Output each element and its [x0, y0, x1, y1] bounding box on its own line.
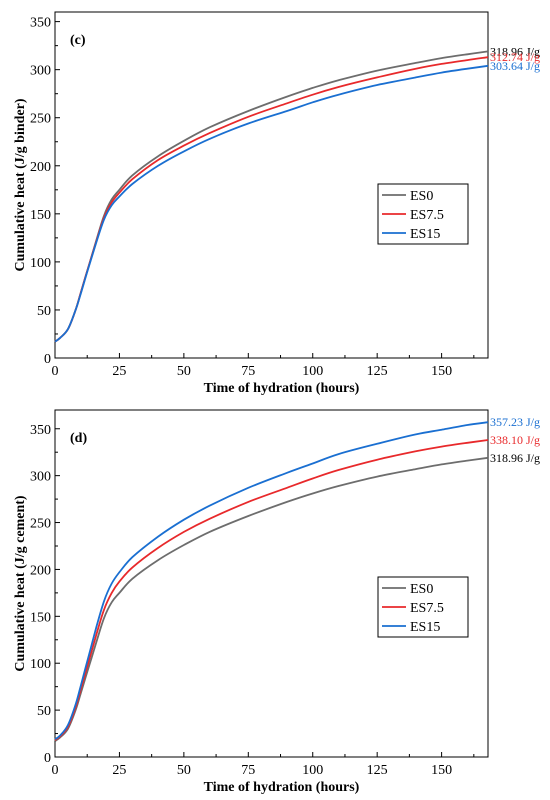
y-tick-label: 0	[44, 352, 51, 367]
y-tick-label: 250	[30, 517, 51, 532]
x-tick-label: 0	[52, 364, 59, 379]
panel-label: (d)	[70, 431, 87, 446]
x-tick-label: 100	[302, 364, 323, 379]
y-tick-label: 300	[30, 64, 51, 79]
y-tick-label: 50	[37, 304, 51, 319]
end-value-label: 338.10 J/g	[490, 433, 540, 447]
x-tick-label: 150	[431, 364, 452, 379]
legend-entry: ES0	[410, 189, 433, 204]
y-axis-title: Cumulative heat (J/g cement)	[13, 495, 28, 671]
end-value-label: 357.23 J/g	[490, 415, 540, 429]
end-value-label: 303.64 J/g	[490, 59, 540, 73]
x-tick-label: 100	[302, 763, 323, 778]
y-tick-label: 300	[30, 470, 51, 485]
y-tick-label: 0	[44, 751, 51, 766]
series-line-es15	[54, 421, 489, 740]
series-line-es15	[54, 64, 489, 343]
y-tick-label: 200	[30, 160, 51, 175]
y-tick-label: 350	[30, 423, 51, 438]
y-tick-label: 50	[37, 704, 51, 719]
x-tick-label: 25	[112, 364, 126, 379]
x-tick-label: 50	[177, 763, 191, 778]
y-tick-label: 250	[30, 112, 51, 127]
legend-entry: ES7.5	[410, 208, 444, 223]
x-tick-label: 125	[367, 364, 388, 379]
end-value-label: 318.96 J/g	[490, 451, 540, 465]
x-tick-label: 150	[431, 763, 452, 778]
x-tick-label: 50	[177, 364, 191, 379]
end-value-label: 318.96 J/g	[490, 44, 540, 58]
y-tick-label: 200	[30, 563, 51, 578]
panel-label: (c)	[70, 33, 86, 48]
x-axis-title: Time of hydration (hours)	[204, 780, 360, 795]
legend-entry: ES0	[410, 582, 433, 597]
end-value-label: 312.74 J/g	[490, 50, 540, 64]
plot-frame	[54, 11, 489, 359]
y-axis-title: Cumulative heat (J/g binder)	[13, 98, 28, 271]
x-tick-label: 75	[241, 763, 255, 778]
chart-panel-1: 0 25 50 75 100 125 150 0 50 100 150 200 250 300 350 Tim…	[13, 409, 540, 795]
series-line-es0	[54, 456, 489, 742]
x-tick-label: 0	[52, 763, 59, 778]
legend-entry: ES15	[410, 227, 440, 242]
y-tick-label: 350	[30, 16, 51, 31]
x-tick-label: 125	[367, 763, 388, 778]
y-tick-label: 150	[30, 610, 51, 625]
legend: ES0 ES7.5 ES15	[377, 183, 469, 245]
y-tick-label: 150	[30, 208, 51, 223]
legend-entry: ES7.5	[410, 601, 444, 616]
plot-frame	[54, 409, 489, 758]
x-tick-label: 75	[241, 364, 255, 379]
legend-entry: ES15	[410, 620, 440, 635]
x-tick-label: 25	[112, 763, 126, 778]
legend: ES0 ES7.5 ES15	[377, 576, 469, 638]
y-tick-label: 100	[30, 657, 51, 672]
y-tick-label: 100	[30, 256, 51, 271]
chart-panel-0: 0 25 50 75 100 125 150 0 50 100 150 200 250 300 350 Tim…	[13, 11, 540, 396]
x-axis-title: Time of hydration (hours)	[204, 381, 360, 396]
